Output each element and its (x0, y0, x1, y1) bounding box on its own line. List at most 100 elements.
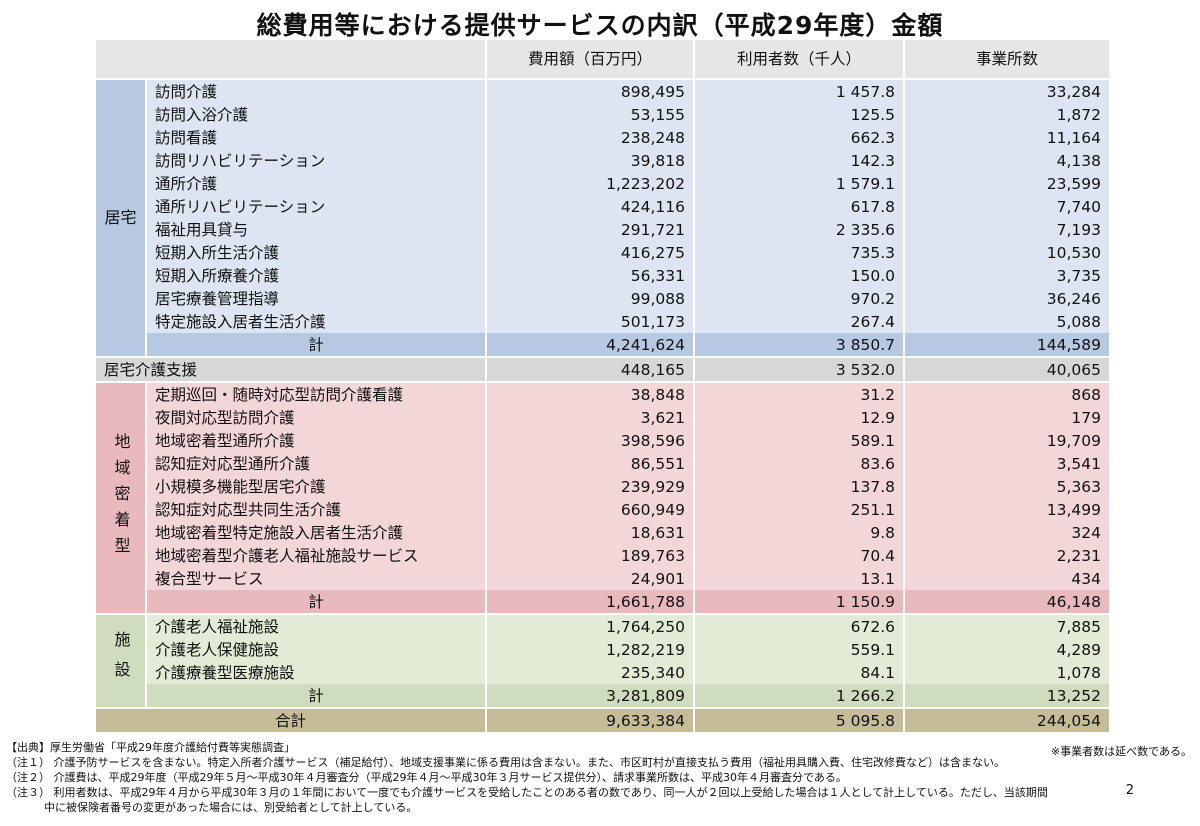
cost-value: 4,241,624 (486, 333, 695, 357)
row-label: 短期入所生活介護 (146, 241, 487, 264)
row-label: 介護老人福祉施設 (146, 613, 487, 638)
cost-value: 1,764,250 (486, 613, 695, 638)
offices-value: 5,363 (904, 475, 1111, 498)
cost-value: 3,281,809 (486, 684, 695, 708)
table-row: 小規模多機能型居宅介護 239,929 137.8 5,363 (96, 475, 1111, 498)
table-row: 訪問入浴介護 53,155 125.5 1,872 (96, 103, 1111, 126)
users-value: 70.4 (694, 544, 905, 567)
table-row: 複合型サービス 24,901 13.1 434 (96, 567, 1111, 590)
table-row: 認知症対応型通所介護 86,551 83.6 3,541 (96, 452, 1111, 475)
grand-total-label: 合計 (96, 707, 487, 732)
row-label: 特定施設入居者生活介護 (146, 310, 487, 333)
cost-value: 239,929 (486, 475, 695, 498)
group-label-kyotaku: 居宅 (96, 78, 147, 357)
cost-value: 501,173 (486, 310, 695, 333)
users-value: 9.8 (694, 521, 905, 544)
offices-value: 1,078 (904, 661, 1111, 684)
table-row: 地域密着型介護老人福祉施設サービス 189,763 70.4 2,231 (96, 544, 1111, 567)
table-row: 夜間対応型訪問介護 3,621 12.9 179 (96, 406, 1111, 429)
table-row: 計 1,661,788 1 150.9 46,148 (96, 590, 1111, 614)
offices-value: 324 (904, 521, 1111, 544)
table-row: 訪問リハビリテーション 39,818 142.3 4,138 (96, 149, 1111, 172)
table-row: 通所介護 1,223,202 1 579.1 23,599 (96, 172, 1111, 195)
table-row: 短期入所療養介護 56,331 150.0 3,735 (96, 264, 1111, 287)
row-label: 計 (146, 684, 487, 708)
users-value: 142.3 (694, 149, 905, 172)
row-label: 介護療養型医療施設 (146, 661, 487, 684)
source-note: 【出典】厚生労働省「平成29年度介護給付費等実態調査」 (6, 741, 295, 754)
users-value: 1 266.2 (694, 684, 905, 708)
row-label: 認知症対応型共同生活介護 (146, 498, 487, 521)
cost-value: 18,631 (486, 521, 695, 544)
row-label: 通所介護 (146, 172, 487, 195)
cost-value: 99,088 (486, 287, 695, 310)
offices-value: 23,599 (904, 172, 1111, 195)
cost-value: 660,949 (486, 498, 695, 521)
group-label-shisetsu: 施設 (96, 613, 147, 708)
table-row: 居宅 訪問介護 898,495 1 457.8 33,284 (96, 78, 1111, 357)
row-label: 地域密着型通所介護 (146, 429, 487, 452)
row-label: 居宅介護支援 (96, 356, 487, 382)
users-value: 970.2 (694, 287, 905, 310)
users-value: 662.3 (694, 126, 905, 149)
row-label: 居宅療養管理指導 (146, 287, 487, 310)
users-value: 2 335.6 (694, 218, 905, 241)
cost-value: 86,551 (486, 452, 695, 475)
offices-value: 19,709 (904, 429, 1111, 452)
header-users: 利用者数（千人） (694, 40, 905, 79)
offices-value: 11,164 (904, 126, 1111, 149)
users-value: 735.3 (694, 241, 905, 264)
offices-value: 434 (904, 567, 1111, 590)
table-row: 訪問看護 238,248 662.3 11,164 (96, 126, 1111, 149)
offices-value: 5,088 (904, 310, 1111, 333)
row-label: 地域密着型特定施設入居者生活介護 (146, 521, 487, 544)
header-offices: 事業所数 (904, 40, 1111, 79)
users-value: 589.1 (694, 429, 905, 452)
users-value: 84.1 (694, 661, 905, 684)
users-value: 672.6 (694, 613, 905, 638)
row-label: 福祉用具貸与 (146, 218, 487, 241)
note-1: （注１） 介護予防サービスを含まない。特定入所者介護サービス（補足給付）、地域支… (6, 756, 1005, 769)
offices-value: 36,246 (904, 287, 1111, 310)
table-row: 福祉用具貸与 291,721 2 335.6 7,193 (96, 218, 1111, 241)
users-value: 150.0 (694, 264, 905, 287)
offices-value: 46,148 (904, 590, 1111, 614)
offices-value: 33,284 (904, 78, 1111, 103)
cost-value: 24,901 (486, 567, 695, 590)
cost-value: 898,495 (486, 78, 695, 103)
table-row-grand-total: 合計 9,633,384 5 095.8 244,054 (96, 707, 1111, 732)
cost-value: 1,282,219 (486, 638, 695, 661)
offices-value: 7,193 (904, 218, 1111, 241)
users-value: 1 579.1 (694, 172, 905, 195)
table-header-row: 費用額（百万円） 利用者数（千人） 事業所数 (96, 40, 1111, 79)
users-value: 31.2 (694, 381, 905, 406)
page-title: 総費用等における提供サービスの内訳（平成29年度）金額 (256, 11, 944, 40)
users-value: 5 095.8 (694, 707, 905, 732)
cost-value: 3,621 (486, 406, 695, 429)
cost-value: 56,331 (486, 264, 695, 287)
cost-value: 235,340 (486, 661, 695, 684)
cost-value: 416,275 (486, 241, 695, 264)
offices-value: 7,885 (904, 613, 1111, 638)
users-value: 267.4 (694, 310, 905, 333)
offices-value: 2,231 (904, 544, 1111, 567)
cost-value: 1,661,788 (486, 590, 695, 614)
offices-value: 179 (904, 406, 1111, 429)
row-label: 夜間対応型訪問介護 (146, 406, 487, 429)
cost-table: 費用額（百万円） 利用者数（千人） 事業所数 居宅 訪問介護 898,495 1 45… (96, 40, 1111, 732)
cost-value: 189,763 (486, 544, 695, 567)
offices-value: 144,589 (904, 333, 1111, 357)
cost-value: 238,248 (486, 126, 695, 149)
row-label: 訪問看護 (146, 126, 487, 149)
table-row-support: 居宅介護支援 448,165 3 532.0 40,065 (96, 356, 1111, 382)
row-label: 複合型サービス (146, 567, 487, 590)
row-label: 介護老人保健施設 (146, 638, 487, 661)
row-label: 訪問リハビリテーション (146, 149, 487, 172)
cost-value: 53,155 (486, 103, 695, 126)
cost-value: 424,116 (486, 195, 695, 218)
row-label: 定期巡回・随時対応型訪問介護看護 (146, 381, 487, 406)
offices-count-note: ※事業者数は延べ数である。 (1050, 745, 1192, 758)
header-blank (96, 40, 487, 79)
users-value: 83.6 (694, 452, 905, 475)
header-cost: 費用額（百万円） (486, 40, 695, 79)
